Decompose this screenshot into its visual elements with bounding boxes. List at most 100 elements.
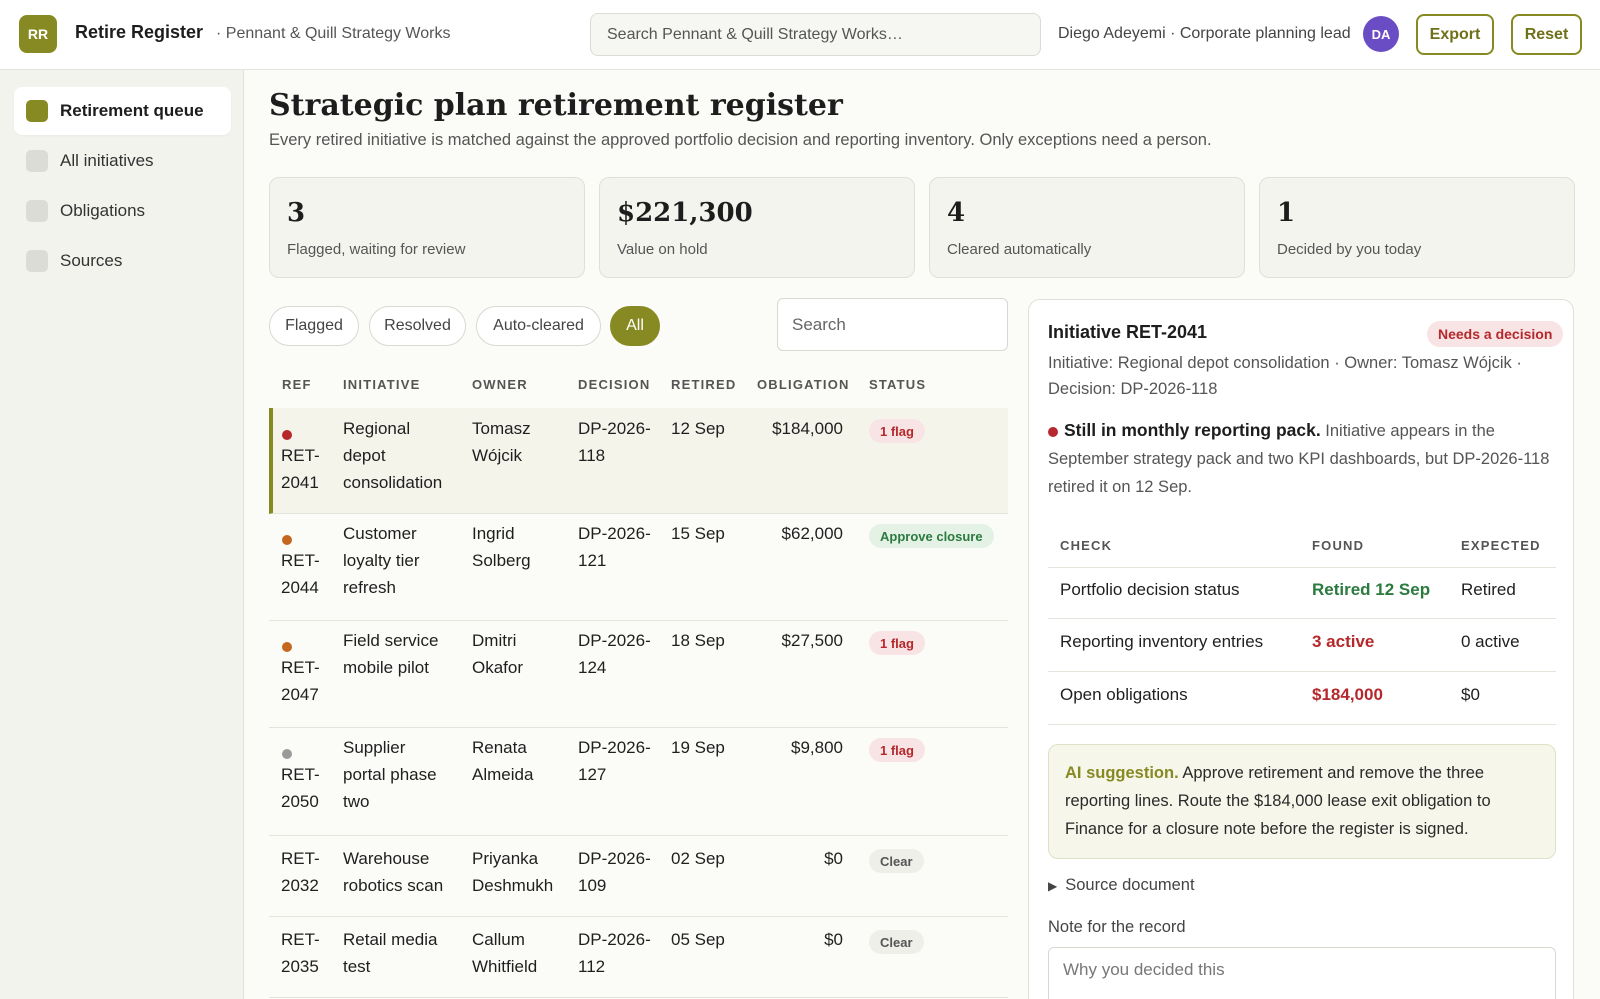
- row-owner: Renata Almeida: [472, 738, 534, 784]
- status-badge: 1 flag: [869, 738, 925, 762]
- export-button[interactable]: Export: [1416, 14, 1494, 55]
- sidebar-item-all-initiatives[interactable]: All initiatives: [14, 137, 231, 185]
- sidebar-item-label: Retirement queue: [60, 101, 204, 120]
- kpi-card-flagged: 3 Flagged, waiting for review: [269, 177, 585, 278]
- app-logo: RR: [19, 15, 57, 53]
- note-input[interactable]: Why you decided this: [1048, 947, 1556, 999]
- nav-square-icon: [26, 200, 48, 222]
- kpi-value: 1: [1277, 198, 1296, 228]
- row-retired: 02 Sep: [671, 849, 725, 868]
- row-owner: Dmitri Okafor: [472, 631, 524, 677]
- table-row[interactable]: RET- 2035 Retail media test Callum Whitfiel…: [269, 918, 1008, 998]
- status-dot-icon: [282, 535, 292, 545]
- row-ref: RET- 2050: [281, 765, 320, 811]
- status-badge: 1 flag: [869, 419, 925, 443]
- filter-chip-resolved[interactable]: Resolved: [369, 306, 466, 346]
- row-ref: RET- 2032: [281, 849, 320, 895]
- kpi-label: Flagged, waiting for review: [287, 241, 466, 258]
- status-badge: Clear: [869, 849, 924, 873]
- filter-chip-auto-cleared[interactable]: Auto-cleared: [476, 306, 601, 346]
- table-row[interactable]: RET- 2047 Field service mobile pilot Dmitr…: [269, 622, 1008, 728]
- row-decision: DP-2026- 127: [578, 738, 651, 784]
- row-obligation: $27,500: [781, 631, 843, 650]
- detail-panel: Initiative RET-2041 Needs a decision Ini…: [1028, 299, 1574, 999]
- row-initiative: Regional depot consolidation: [343, 419, 443, 492]
- row-obligation: $62,000: [781, 524, 843, 543]
- ai-suggestion-label: AI suggestion.: [1065, 764, 1179, 782]
- app-title: Retire Register: [75, 22, 204, 42]
- table-row[interactable]: RET- 2044 Customer loyalty tier refresh Ing…: [269, 515, 1008, 621]
- column-header-retired[interactable]: RETIRED: [671, 377, 737, 392]
- sidebar-item-label: Obligations: [60, 201, 146, 220]
- row-owner: Tomasz Wójcik: [472, 419, 531, 465]
- status-badge: 1 flag: [869, 631, 925, 655]
- table-row[interactable]: RET- 2032 Warehouse robotics scan Priyanka…: [269, 837, 1008, 917]
- column-header-obligation[interactable]: OBLIGATION: [757, 377, 850, 392]
- row-obligation: $0: [824, 849, 843, 868]
- ai-suggestion-text: Approve retirement and remove the three …: [1065, 764, 1491, 838]
- row-ref: RET- 2035: [281, 930, 320, 976]
- check-name: Open obligations: [1060, 685, 1188, 704]
- status-dot-icon: [282, 430, 292, 440]
- row-initiative: Customer loyalty tier refresh: [343, 524, 420, 597]
- column-header-initiative[interactable]: INITIATIVE: [343, 377, 421, 392]
- reset-button[interactable]: Reset: [1511, 14, 1582, 55]
- status-badge: Clear: [869, 930, 924, 954]
- row-ref: RET- 2047: [281, 658, 320, 704]
- row-retired: 19 Sep: [671, 738, 725, 757]
- check-found: Retired 12 Sep: [1312, 580, 1431, 599]
- row-owner: Callum Whitfield: [472, 930, 538, 976]
- row-decision: DP-2026- 121: [578, 524, 651, 570]
- status-dot-icon: [282, 749, 292, 759]
- column-header-ref[interactable]: REF: [282, 377, 312, 392]
- row-obligation: $184,000: [772, 419, 843, 438]
- triangle-right-icon: ▶: [1048, 879, 1058, 893]
- row-initiative: Field service mobile pilot: [343, 631, 439, 677]
- nav-square-icon: [26, 150, 48, 172]
- row-retired: 12 Sep: [671, 419, 725, 438]
- row-owner: Priyanka Deshmukh: [472, 849, 554, 895]
- filter-chip-all[interactable]: All: [610, 306, 660, 346]
- check-header-check: CHECK: [1060, 538, 1113, 553]
- alert-dot-icon: [1048, 426, 1058, 437]
- check-divider: [1048, 567, 1556, 568]
- kpi-label: Decided by you today: [1277, 241, 1422, 258]
- detail-meta: Initiative: Regional depot consolidation…: [1048, 354, 1522, 398]
- check-divider: [1048, 618, 1556, 619]
- detail-finding: Still in monthly reporting pack. Initiat…: [1048, 420, 1550, 496]
- column-header-status[interactable]: STATUS: [869, 377, 927, 392]
- kpi-value: 4: [947, 198, 966, 228]
- sidebar-item-retirement-queue[interactable]: Retirement queue: [14, 87, 231, 135]
- check-divider: [1048, 671, 1556, 672]
- org-name: · Pennant & Quill Strategy Works: [216, 25, 451, 42]
- table-row[interactable]: RET- 2041 Regional depot consolidation Toma…: [269, 408, 1008, 514]
- row-initiative: Supplier portal phase two: [343, 738, 437, 811]
- detail-title: Initiative RET-2041: [1048, 322, 1208, 342]
- table-row[interactable]: RET- 2050 Supplier portal phase two Renata A…: [269, 729, 1008, 836]
- avatar[interactable]: DA: [1363, 16, 1399, 52]
- kpi-value: $221,300: [617, 198, 753, 228]
- filter-chip-flagged[interactable]: Flagged: [269, 306, 359, 346]
- sidebar-item-sources[interactable]: Sources: [14, 237, 231, 285]
- row-obligation: $9,800: [791, 738, 843, 757]
- status-badge: Approve closure: [869, 524, 994, 548]
- row-retired: 15 Sep: [671, 524, 725, 543]
- row-obligation: $0: [824, 930, 843, 949]
- column-header-decision[interactable]: DECISION: [578, 377, 651, 392]
- page-subtitle: Every retired initiative is matched agai…: [269, 131, 1212, 149]
- global-search-input[interactable]: Search Pennant & Quill Strategy Works…: [590, 13, 1041, 56]
- sidebar-item-obligations[interactable]: Obligations: [14, 187, 231, 235]
- kpi-card-cleared: 4 Cleared automatically: [929, 177, 1245, 278]
- ai-suggestion: AI suggestion. Approve retirement and re…: [1048, 744, 1556, 859]
- row-ref: RET- 2041: [281, 446, 320, 492]
- row-decision: DP-2026- 109: [578, 849, 651, 895]
- kpi-label: Cleared automatically: [947, 241, 1092, 258]
- sidebar: Retirement queue All initiatives Obligat…: [0, 70, 244, 999]
- row-retired: 18 Sep: [671, 631, 725, 650]
- source-document-toggle[interactable]: ▶ Source document: [1048, 876, 1195, 894]
- check-header-expected: EXPECTED: [1461, 538, 1541, 553]
- row-decision: DP-2026- 124: [578, 631, 651, 677]
- table-search-input[interactable]: Search: [777, 298, 1008, 351]
- row-retired: 05 Sep: [671, 930, 725, 949]
- column-header-owner[interactable]: OWNER: [472, 377, 528, 392]
